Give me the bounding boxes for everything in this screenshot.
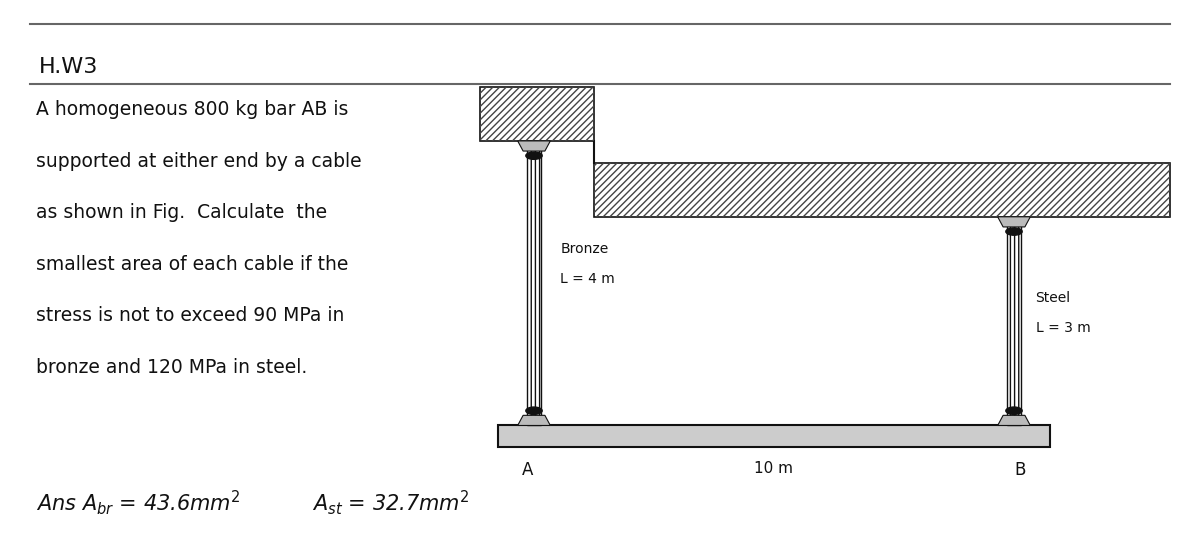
Text: supported at either end by a cable: supported at either end by a cable — [36, 152, 361, 171]
Text: H.W3: H.W3 — [38, 57, 97, 77]
Text: A: A — [522, 461, 534, 479]
Text: as shown in Fig.  Calculate  the: as shown in Fig. Calculate the — [36, 203, 328, 222]
Text: A homogeneous 800 kg bar AB is: A homogeneous 800 kg bar AB is — [36, 100, 348, 119]
Text: Ans $A_{br}$ = 43.6mm$^2$: Ans $A_{br}$ = 43.6mm$^2$ — [36, 488, 240, 517]
Circle shape — [526, 407, 542, 415]
Text: 10 m: 10 m — [755, 461, 793, 476]
Bar — [498, 425, 1050, 447]
Bar — [480, 87, 594, 141]
Bar — [480, 87, 594, 141]
Text: stress is not to exceed 90 MPa in: stress is not to exceed 90 MPa in — [36, 306, 344, 325]
Text: bronze and 120 MPa in steel.: bronze and 120 MPa in steel. — [36, 358, 307, 377]
Polygon shape — [517, 415, 551, 425]
Text: L = 3 m: L = 3 m — [1036, 321, 1091, 334]
Circle shape — [1006, 407, 1022, 415]
Bar — [1007, 217, 1021, 425]
Circle shape — [1006, 228, 1022, 235]
Text: L = 4 m: L = 4 m — [560, 272, 616, 286]
Text: B: B — [1014, 461, 1026, 479]
Text: Steel: Steel — [1036, 291, 1070, 305]
Polygon shape — [997, 415, 1031, 425]
Polygon shape — [517, 141, 551, 151]
Text: Bronze: Bronze — [560, 242, 608, 256]
Bar — [594, 163, 1170, 217]
Bar — [594, 163, 1170, 217]
Text: smallest area of each cable if the: smallest area of each cable if the — [36, 255, 348, 274]
Text: $A_{st}$ = 32.7mm$^2$: $A_{st}$ = 32.7mm$^2$ — [312, 488, 469, 517]
Circle shape — [526, 152, 542, 159]
Bar — [527, 141, 541, 425]
Polygon shape — [997, 217, 1031, 227]
